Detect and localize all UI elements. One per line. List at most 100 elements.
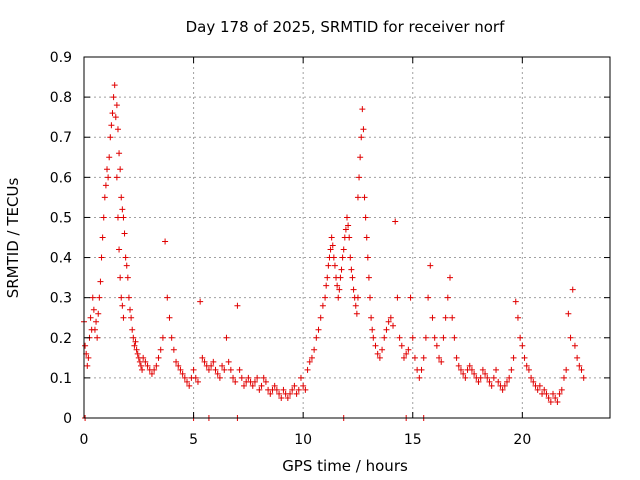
data-point [114, 126, 121, 133]
y-tick-label: 0.4 [50, 251, 72, 267]
data-point [205, 366, 212, 373]
data-point [319, 302, 326, 309]
data-point [194, 378, 201, 385]
data-point [370, 334, 377, 341]
data-point [396, 334, 403, 341]
data-point [329, 242, 336, 249]
data-point [87, 314, 94, 321]
data-point [556, 390, 563, 397]
data-point [407, 294, 414, 301]
data-point [364, 254, 371, 261]
data-point [367, 294, 374, 301]
data-point [484, 374, 491, 381]
x-axis-label: GPS time / hours [282, 457, 408, 475]
data-point [554, 398, 561, 405]
data-point [133, 346, 140, 353]
data-point [267, 390, 274, 397]
data-point [490, 374, 497, 381]
data-point [173, 358, 180, 365]
data-point [271, 382, 278, 389]
data-point [159, 334, 166, 341]
x-tick-label: 10 [294, 432, 312, 448]
data-point [251, 378, 258, 385]
data-point [468, 366, 475, 373]
data-point [563, 366, 570, 373]
data-point [356, 174, 363, 181]
data-point [372, 342, 379, 349]
data-point [358, 134, 365, 141]
data-point [184, 378, 191, 385]
data-point [302, 386, 309, 393]
data-point [327, 246, 334, 253]
data-point [528, 374, 535, 381]
data-point [304, 366, 311, 373]
data-point [249, 382, 256, 389]
data-point [420, 354, 427, 361]
data-point [387, 314, 394, 321]
data-point [91, 326, 98, 333]
data-point [349, 274, 356, 281]
x-tick-label: 20 [513, 432, 531, 448]
data-point [348, 266, 355, 273]
data-point [295, 386, 302, 393]
data-point [580, 374, 587, 381]
data-point [137, 362, 144, 369]
data-point [517, 334, 524, 341]
data-point [486, 378, 493, 385]
data-point [338, 266, 345, 273]
data-point [514, 314, 521, 321]
x-tick-label: 5 [189, 432, 198, 448]
data-point [381, 334, 388, 341]
data-point [230, 374, 237, 381]
data-point [238, 374, 245, 381]
data-point [308, 354, 315, 361]
data-point [328, 234, 335, 241]
y-axis-label: SRMTID / TECUs [4, 178, 22, 299]
data-point [119, 302, 126, 309]
data-point [477, 374, 484, 381]
data-point [113, 174, 120, 181]
data-point [512, 298, 519, 305]
data-point [334, 282, 341, 289]
y-tick-label: 0.5 [50, 210, 72, 226]
data-point [130, 334, 137, 341]
data-point [330, 254, 337, 261]
data-point [118, 294, 125, 301]
data-point [273, 386, 280, 393]
y-tick-label: 0.8 [50, 90, 72, 106]
data-point [475, 378, 482, 385]
data-point [455, 362, 462, 369]
data-point [525, 366, 532, 373]
data-point [354, 294, 361, 301]
data-point [519, 342, 526, 349]
data-point [403, 350, 410, 357]
data-point [164, 294, 171, 301]
data-point [547, 398, 554, 405]
data-point [374, 350, 381, 357]
data-point [107, 134, 114, 141]
data-point [363, 234, 370, 241]
data-point [479, 366, 486, 373]
data-point [131, 342, 138, 349]
data-point [121, 230, 128, 237]
data-point [129, 326, 136, 333]
data-point [170, 346, 177, 353]
data-point [552, 394, 559, 401]
data-point [127, 306, 134, 313]
data-point [236, 366, 243, 373]
x-tick-label: 0 [80, 432, 89, 448]
data-point [216, 374, 223, 381]
data-point [139, 366, 146, 373]
data-point [344, 214, 350, 221]
data-point [347, 254, 354, 261]
data-point [339, 254, 346, 261]
data-point [550, 390, 557, 397]
data-point [523, 362, 530, 369]
data-point [359, 106, 366, 113]
data-point [376, 354, 383, 361]
data-point [444, 294, 451, 301]
data-point [447, 274, 454, 281]
data-point [181, 374, 188, 381]
data-point [442, 314, 449, 321]
data-point [289, 386, 296, 393]
